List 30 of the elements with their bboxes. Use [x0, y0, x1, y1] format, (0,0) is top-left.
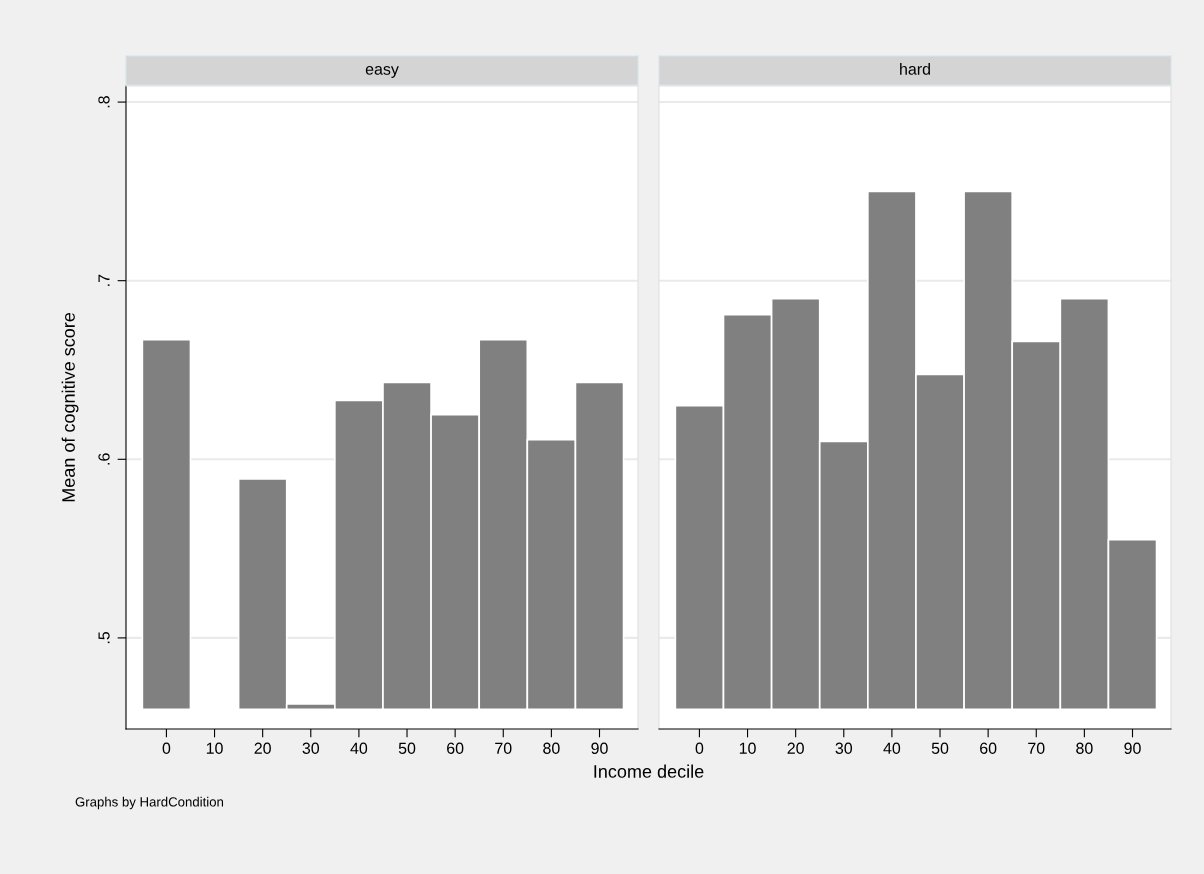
chart-title: easy: [365, 66, 399, 78]
y-axis-title: Mean of cognitive score: [61, 312, 79, 502]
x-tick-label: 60: [447, 742, 464, 754]
y-tick-label: .8: [98, 96, 110, 108]
x-tick-label: 70: [495, 742, 512, 754]
x-tick-label: 80: [1076, 742, 1093, 754]
x-tick-label: 70: [1028, 742, 1045, 754]
x-tick-label: 80: [543, 742, 560, 754]
x-tick-label: 20: [254, 742, 271, 754]
x-tick-label: 30: [302, 742, 320, 754]
x-tick-label: 0: [162, 742, 171, 754]
x-tick-label: 10: [206, 742, 223, 754]
x-tick-label: 0: [695, 742, 704, 754]
text: Graphs by HardCondition: [75, 796, 224, 810]
x-tick-label: 40: [350, 742, 368, 754]
bar: [141, 338, 192, 711]
y-tick-label: .7: [98, 274, 110, 286]
x-tick-label: 30: [835, 742, 853, 754]
x-tick-label: 50: [931, 742, 949, 754]
x-tick-label: 90: [1124, 742, 1141, 754]
x-tick-label: 90: [591, 742, 608, 754]
y-tick-label: .6: [98, 453, 110, 465]
chart-title: hard: [900, 63, 930, 75]
x-axis-title: Income decile: [594, 764, 704, 778]
x-tick-label: 40: [883, 742, 901, 754]
x-tick-label: 50: [398, 742, 416, 754]
y-tick-label: .5: [98, 631, 110, 644]
x-tick-label: 10: [739, 742, 756, 754]
x-tick-label: 20: [787, 742, 804, 754]
x-tick-label: 60: [980, 742, 997, 754]
